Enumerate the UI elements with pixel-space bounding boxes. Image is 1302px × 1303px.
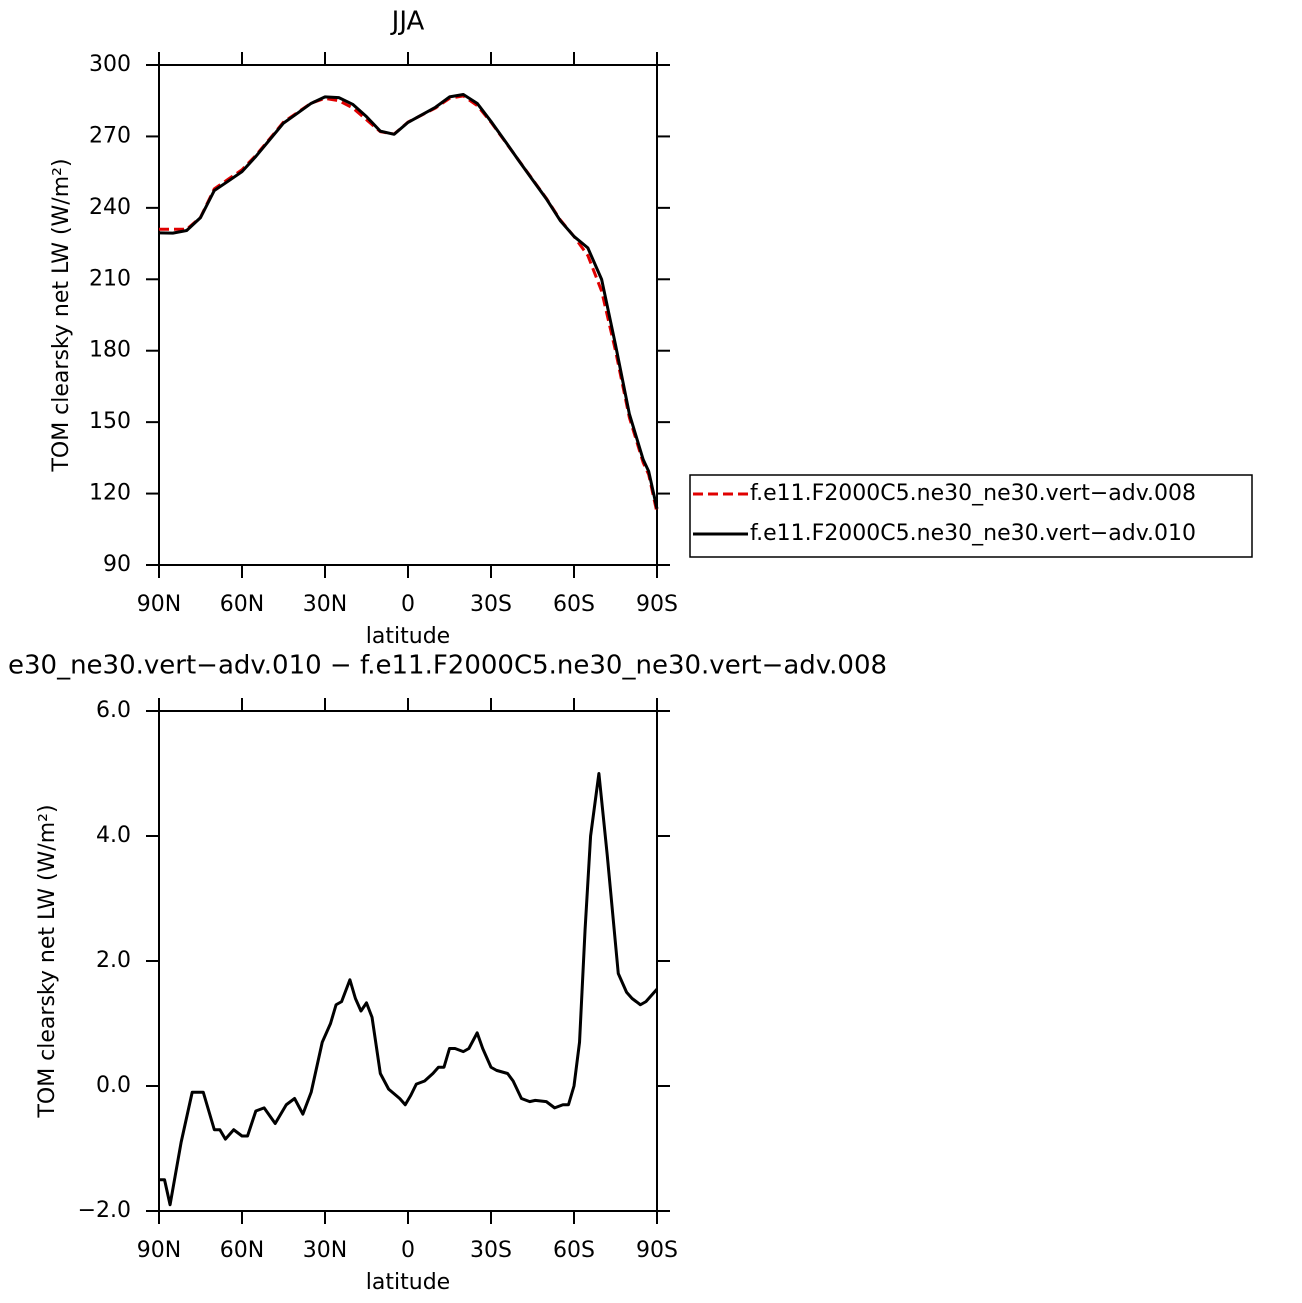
x-tick-label: 30N <box>303 1238 347 1263</box>
legend-label: f.e11.F2000C5.ne30_ne30.vert−adv.008 <box>750 481 1196 506</box>
y-tick-label: 120 <box>89 481 131 506</box>
y-tick-label: 240 <box>89 195 131 220</box>
x-tick-label: 90S <box>636 592 678 617</box>
x-tick-label: 60S <box>553 1238 595 1263</box>
x-tick-label: 90S <box>636 1238 678 1263</box>
plot-frame <box>158 64 658 566</box>
y-tick-label: 150 <box>89 409 131 434</box>
x-axis-label: latitude <box>366 1270 450 1295</box>
legend-box <box>689 474 1253 558</box>
x-tick-label: 60S <box>553 592 595 617</box>
x-tick-label: 90N <box>137 1238 181 1263</box>
y-tick-label: 300 <box>89 52 131 77</box>
y-tick-label: 6.0 <box>96 698 131 723</box>
y-axis-label: TOM clearsky net LW (W/m²) <box>35 804 60 1118</box>
x-tick-label: 60N <box>220 1238 264 1263</box>
y-tick-label: −2.0 <box>78 1198 131 1223</box>
y-tick-label: 2.0 <box>96 948 131 973</box>
x-tick-label: 60N <box>220 592 264 617</box>
data-line <box>158 93 659 510</box>
x-tick-label: 90N <box>137 592 181 617</box>
x-tick-label: 30N <box>303 592 347 617</box>
y-axis-label: TOM clearsky net LW (W/m²) <box>49 158 74 472</box>
y-tick-label: 0.0 <box>96 1073 131 1098</box>
legend-label: f.e11.F2000C5.ne30_ne30.vert−adv.010 <box>750 521 1196 546</box>
y-tick-label: 90 <box>103 552 131 577</box>
y-tick-label: 270 <box>89 123 131 148</box>
x-axis-label: latitude <box>366 624 450 649</box>
data-line <box>159 772 659 1207</box>
x-tick-label: 0 <box>401 1238 415 1263</box>
chart-title: JJA <box>390 7 425 37</box>
y-tick-label: 180 <box>89 338 131 363</box>
chart-title: e30_ne30.vert−adv.010 − f.e11.F2000C5.ne… <box>8 651 887 681</box>
x-tick-label: 30S <box>470 1238 512 1263</box>
x-tick-label: 0 <box>401 592 415 617</box>
data-line <box>159 94 659 513</box>
y-tick-label: 210 <box>89 266 131 291</box>
y-tick-label: 4.0 <box>96 823 131 848</box>
x-tick-label: 30S <box>470 592 512 617</box>
